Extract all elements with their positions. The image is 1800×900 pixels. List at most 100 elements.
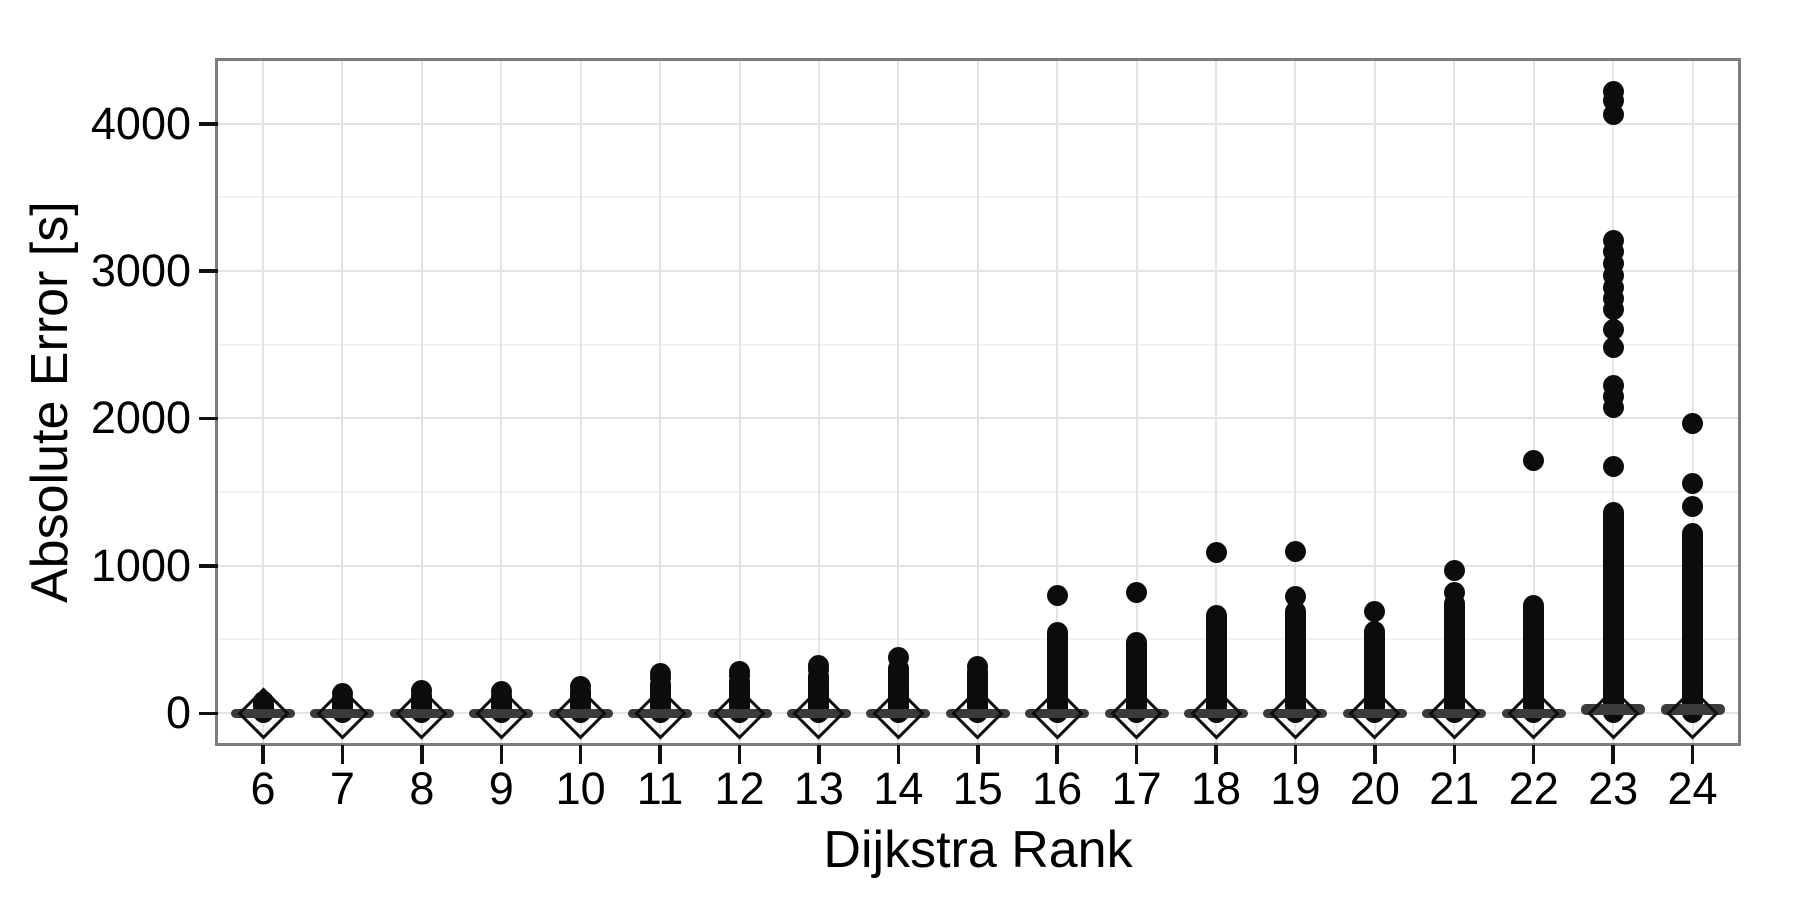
x-axis-tick — [261, 745, 265, 764]
gridline-major-vertical — [1532, 61, 1535, 743]
gridline-major-vertical — [1294, 61, 1297, 743]
outlier-dot — [1602, 374, 1624, 396]
outlier-dot — [490, 681, 512, 703]
box-bar — [1184, 708, 1249, 718]
outlier-column — [1364, 621, 1386, 724]
outlier-dot — [729, 661, 751, 683]
outlier-dot — [649, 663, 671, 684]
y-axis-tick — [199, 122, 218, 126]
gridline-major-vertical — [1135, 61, 1138, 743]
x-axis-tick — [1293, 745, 1298, 764]
x-tick-label: 11 — [636, 763, 684, 814]
x-axis-tick — [1611, 745, 1615, 764]
mean-diamond-marker — [1586, 686, 1640, 740]
x-tick-label: 15 — [952, 763, 1003, 814]
mean-diamond-marker — [236, 686, 290, 740]
gridline-major-vertical — [897, 61, 900, 743]
gridline-major-vertical — [976, 61, 979, 743]
y-tick-label: 1000 — [90, 539, 191, 591]
box-bar — [1025, 708, 1090, 718]
mean-diamond-marker — [792, 686, 846, 740]
gridline-major-vertical — [420, 61, 423, 743]
x-axis-tick — [817, 745, 821, 764]
outlier-dot — [1046, 584, 1068, 606]
x-axis-tick — [1452, 745, 1457, 764]
gridline-major-vertical — [262, 61, 264, 743]
mean-diamond-marker — [1031, 686, 1084, 740]
x-tick-label: 12 — [714, 763, 765, 814]
mean-diamond-marker — [554, 686, 607, 740]
x-axis-tick — [1373, 745, 1377, 764]
x-tick-label: 22 — [1508, 763, 1559, 814]
y-tick-label: 0 — [165, 687, 191, 738]
x-axis-tick — [658, 745, 662, 764]
x-axis-tick — [340, 745, 345, 764]
outlier-dot — [1523, 449, 1545, 471]
mean-diamond-marker — [633, 686, 687, 740]
y-tick-label: 3000 — [90, 244, 191, 296]
box-bar — [389, 708, 454, 718]
box-bar — [786, 708, 851, 718]
outlier-column — [1523, 594, 1545, 724]
outlier-dot — [252, 691, 274, 713]
gridline-major-vertical — [1691, 61, 1694, 743]
outlier-dot — [1284, 541, 1306, 563]
x-axis-tick — [1690, 745, 1695, 764]
outlier-dot — [808, 654, 830, 676]
mean-diamond-marker — [395, 686, 448, 740]
y-axis-tick — [199, 564, 218, 568]
outlier-dot — [1602, 456, 1624, 478]
outlier-dot — [1602, 80, 1624, 102]
gridline-major-vertical — [659, 61, 662, 743]
mean-diamond-marker — [1507, 686, 1560, 740]
gridline-major-vertical — [738, 61, 741, 743]
mean-diamond-marker — [713, 686, 766, 740]
x-tick-label: 21 — [1429, 763, 1480, 814]
x-axis-tick — [1214, 745, 1218, 764]
outlier-dot — [967, 655, 989, 677]
x-tick-label: 9 — [488, 763, 514, 814]
x-tick-label: 13 — [793, 763, 844, 814]
plot-panel — [218, 61, 1738, 743]
x-tick-label: 24 — [1667, 763, 1718, 814]
gridline-major-vertical — [817, 61, 820, 743]
outlier-dot — [331, 682, 353, 704]
mean-diamond-marker — [1666, 686, 1719, 740]
outlier-dot — [1284, 586, 1306, 608]
y-tick-label: 2000 — [90, 392, 191, 444]
mean-diamond-marker — [1189, 686, 1243, 740]
box-bar — [231, 708, 295, 718]
x-axis-tick — [1531, 745, 1536, 764]
x-axis-title: Dijkstra Rank — [823, 821, 1133, 879]
outlier-column — [967, 660, 989, 724]
box-bar — [1104, 708, 1169, 718]
mean-diamond-marker — [475, 686, 528, 740]
gridline-major-vertical — [1453, 61, 1456, 743]
outlier-column — [1443, 592, 1465, 724]
outlier-dot — [1364, 601, 1386, 623]
outlier-dot — [1443, 581, 1465, 603]
x-tick-label: 23 — [1588, 763, 1639, 814]
outlier-column — [1046, 622, 1068, 724]
mean-diamond-marker — [951, 686, 1004, 740]
box-bar — [1660, 704, 1725, 716]
x-tick-label: 8 — [409, 763, 435, 814]
box-bar — [866, 708, 931, 718]
box-bar — [628, 708, 693, 718]
box-bar — [1422, 708, 1487, 718]
gridline-major-vertical — [1056, 61, 1059, 743]
outlier-dot — [887, 646, 909, 668]
outlier-dot — [1602, 230, 1624, 252]
outlier-dot — [1682, 412, 1704, 434]
x-axis-tick — [420, 745, 424, 764]
x-tick-label: 17 — [1111, 763, 1162, 814]
y-axis-tick — [199, 416, 218, 421]
outlier-dot — [1682, 472, 1704, 494]
box-bar — [707, 708, 772, 718]
box-bar — [1581, 703, 1646, 715]
box-bar — [469, 708, 534, 718]
x-axis-tick — [976, 745, 980, 764]
x-tick-label: 19 — [1270, 763, 1321, 814]
box-bar — [1342, 708, 1407, 718]
